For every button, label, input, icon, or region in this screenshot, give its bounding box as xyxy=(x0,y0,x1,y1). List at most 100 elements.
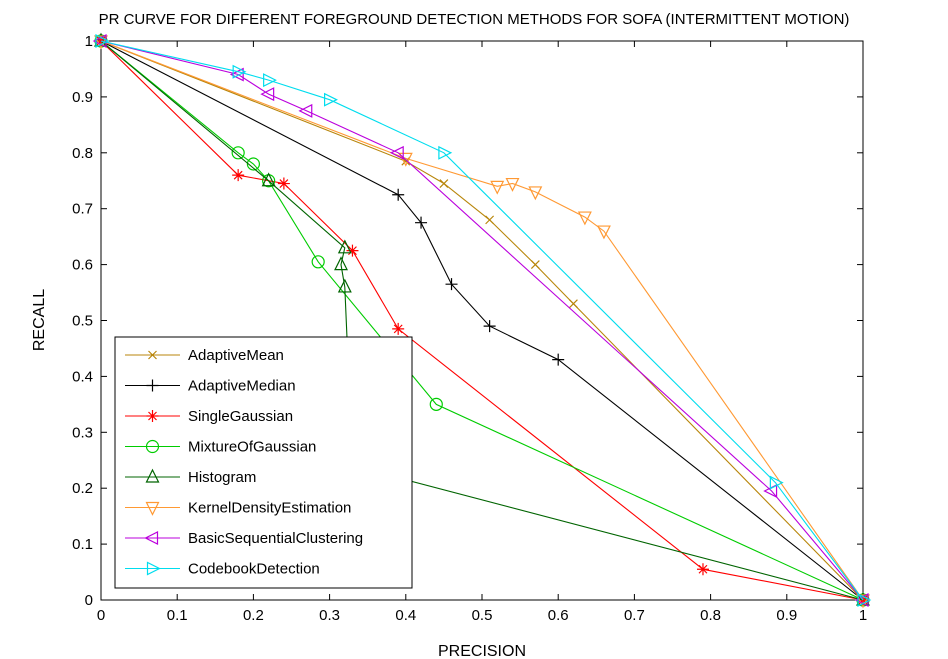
legend-entry: MixtureOfGaussian xyxy=(125,439,316,456)
triangle-up-marker xyxy=(337,278,352,293)
series-line xyxy=(100,40,864,601)
triangle-left-marker xyxy=(389,145,404,160)
y-tick-label: 1 xyxy=(85,33,93,50)
y-tick-label: 0.8 xyxy=(72,145,93,162)
circle-marker xyxy=(311,255,325,269)
legend-label: Histogram xyxy=(188,469,256,486)
triangle-down-marker xyxy=(856,594,870,609)
triangle-left-marker xyxy=(144,531,159,545)
x-tick-label: 1 xyxy=(859,607,867,624)
triangle-right-marker xyxy=(146,561,161,576)
legend-label: CodebookDetection xyxy=(188,561,320,578)
legend-label: KernelDensityEstimation xyxy=(188,500,351,517)
triangle-down-marker xyxy=(596,225,611,240)
series-line xyxy=(100,40,864,601)
x-tick-label: 0.8 xyxy=(700,607,721,624)
triangle-right-marker xyxy=(263,73,277,88)
y-tick-label: 0.7 xyxy=(72,201,93,218)
triangle-left-marker xyxy=(298,103,313,118)
circle-marker xyxy=(246,157,260,171)
x-marker xyxy=(485,215,495,225)
triangle-down-marker xyxy=(398,152,413,167)
y-tick-label: 0.6 xyxy=(72,257,93,274)
circle-marker xyxy=(231,146,245,160)
x-marker xyxy=(530,260,540,270)
triangle-up-marker xyxy=(337,239,352,254)
star-marker xyxy=(696,563,709,576)
triangle-right-marker xyxy=(769,475,784,490)
legend-entry: AdaptiveMean xyxy=(125,347,284,364)
x-tick-label: 0.3 xyxy=(319,607,340,624)
triangle-right-marker xyxy=(232,64,247,79)
triangle-right-marker xyxy=(438,145,453,160)
series-KernelDensityEstimation xyxy=(94,35,870,609)
x-axis-label: PRECISION xyxy=(438,643,526,659)
star-marker xyxy=(277,177,290,190)
triangle-left-marker xyxy=(260,87,275,102)
series-CodebookDetection xyxy=(95,34,872,607)
legend-entries: AdaptiveMean AdaptiveMedian SingleGaussian… xyxy=(125,347,363,578)
star-marker xyxy=(392,322,405,335)
plus-marker xyxy=(445,278,458,291)
plus-marker xyxy=(146,379,159,392)
triangle-down-marker xyxy=(577,211,592,226)
triangle-up-marker xyxy=(334,256,349,271)
y-tick-label: 0.3 xyxy=(72,424,93,441)
y-tick-label: 0.4 xyxy=(72,368,93,385)
circle-marker xyxy=(145,439,160,454)
legend: AdaptiveMean AdaptiveMedian SingleGaussian… xyxy=(114,336,413,589)
x-tick-label: 0.7 xyxy=(624,607,645,624)
legend-entry: Histogram xyxy=(125,468,256,486)
x-tick-label: 0.4 xyxy=(395,607,416,624)
x-tick-label: 0.2 xyxy=(243,607,264,624)
series-lines xyxy=(92,32,872,609)
triangle-right-marker xyxy=(95,34,110,48)
triangle-left-marker xyxy=(854,593,869,607)
plus-marker xyxy=(552,353,565,366)
x-tick-label: 0.5 xyxy=(472,607,493,624)
x-marker xyxy=(148,350,157,360)
triangle-down-marker xyxy=(528,186,543,201)
x-tick-label: 0.1 xyxy=(167,607,188,624)
triangle-down-marker xyxy=(505,177,520,192)
x-tick-label: 0.6 xyxy=(548,607,569,624)
axis-ticks: 0 0.1 0.2 0.3 0.4 0.5 0.6 0.7 0.8 0.9 1 0 0.1 0.2 0.3 0… xyxy=(72,33,867,624)
legend-entry: KernelDensityEstimation xyxy=(125,500,351,517)
legend-label: AdaptiveMedian xyxy=(188,378,296,395)
legend-label: BasicSequentialClustering xyxy=(188,530,363,547)
x-marker xyxy=(569,299,578,309)
star-marker xyxy=(232,169,245,182)
legend-label: MixtureOfGaussian xyxy=(188,439,316,456)
star-marker xyxy=(146,410,159,422)
triangle-right-marker xyxy=(324,92,338,107)
x-tick-label: 0 xyxy=(97,607,105,624)
triangle-left-marker xyxy=(92,34,107,48)
x-marker xyxy=(439,179,449,188)
legend-entry: AdaptiveMedian xyxy=(125,378,296,395)
star-marker xyxy=(346,244,359,257)
plus-marker xyxy=(483,320,496,333)
triangle-up-marker xyxy=(856,591,870,606)
triangle-up-marker xyxy=(94,32,108,47)
triangle-up-marker xyxy=(145,468,160,483)
legend-entry: BasicSequentialClustering xyxy=(125,530,363,547)
triangle-right-marker xyxy=(857,593,872,607)
legend-entry: SingleGaussian xyxy=(125,408,293,425)
triangle-up-marker xyxy=(261,172,276,187)
plus-marker xyxy=(415,216,428,229)
x-tick-label: 0.9 xyxy=(776,607,797,624)
legend-entry: CodebookDetection xyxy=(125,561,320,578)
legend-box xyxy=(114,336,413,589)
chart-title: PR CURVE FOR DIFFERENT FOREGROUND DETECT… xyxy=(99,11,850,28)
y-tick-label: 0.9 xyxy=(72,89,93,106)
y-tick-label: 0.5 xyxy=(72,313,93,330)
legend-label: SingleGaussian xyxy=(188,408,293,425)
y-tick-label: 0.2 xyxy=(72,480,93,497)
legend-label: AdaptiveMean xyxy=(188,347,284,364)
plus-marker xyxy=(392,188,405,201)
circle-marker xyxy=(429,397,443,411)
y-tick-label: 0.1 xyxy=(72,536,93,553)
y-tick-label: 0 xyxy=(85,592,93,609)
triangle-down-marker xyxy=(145,501,160,516)
